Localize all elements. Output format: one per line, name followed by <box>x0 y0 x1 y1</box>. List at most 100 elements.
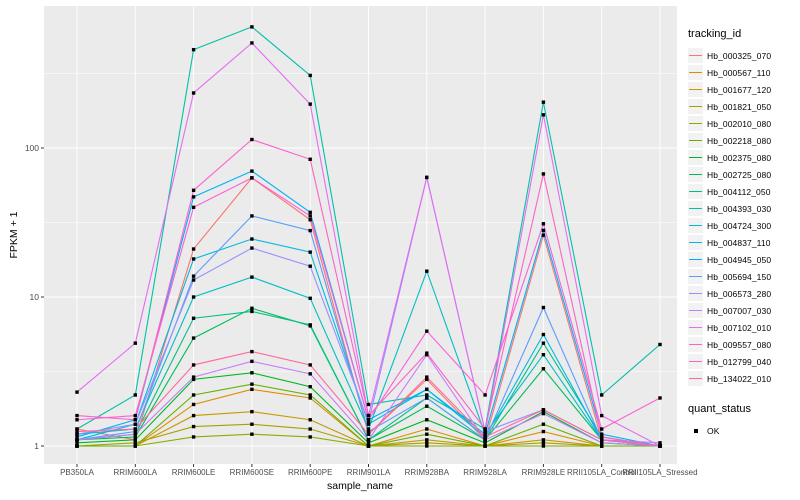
data-point <box>483 429 487 434</box>
legend-key-line-icon <box>689 88 702 91</box>
legend-entry: Hb_004393_030 <box>688 200 800 217</box>
data-point <box>658 396 662 400</box>
data-point <box>133 393 137 397</box>
legend-key <box>688 201 703 216</box>
legend-key-line-icon <box>689 377 702 380</box>
data-point <box>191 205 196 209</box>
data-point <box>308 102 312 106</box>
data-point <box>366 413 371 418</box>
data-point <box>541 233 546 237</box>
legend-entry-label: Hb_007007_030 <box>707 305 772 316</box>
legend-entry: Hb_002010_080 <box>688 115 800 132</box>
data-point <box>600 413 604 418</box>
data-point <box>600 432 604 436</box>
data-point <box>75 435 79 439</box>
data-point <box>600 393 604 397</box>
data-point <box>308 363 312 367</box>
data-point <box>191 336 196 340</box>
data-point <box>600 441 604 445</box>
data-point <box>191 363 196 367</box>
x-tick-label: RRIM928LE <box>522 468 566 477</box>
data-point <box>75 390 79 394</box>
data-point <box>191 295 196 299</box>
legend-key-line-icon <box>689 224 702 227</box>
legend-entry: Hb_000567_110 <box>688 64 800 81</box>
data-point <box>541 429 546 434</box>
data-point <box>658 342 662 347</box>
legend-key <box>688 150 703 165</box>
data-point <box>250 309 254 314</box>
legend-entry-label: Hb_012799_040 <box>707 356 772 367</box>
data-point <box>541 441 546 445</box>
x-tick-label: RRIM600LE <box>172 468 216 477</box>
data-point <box>308 214 312 218</box>
legend-entry-label: Hb_134022_010 <box>707 373 772 384</box>
x-tick-label: RRIM928BA <box>405 468 450 477</box>
data-point <box>250 275 254 279</box>
legend-key <box>688 48 703 63</box>
data-point <box>308 264 312 268</box>
data-point <box>366 420 371 424</box>
legend-entry: Hb_002218_080 <box>688 132 800 149</box>
data-point <box>425 444 429 448</box>
data-point <box>483 441 487 445</box>
x-tick-label: RRIM901LA <box>347 468 391 477</box>
data-point <box>308 296 312 301</box>
data-point <box>541 438 546 442</box>
data-point <box>541 422 546 426</box>
legend-title-tracking-id: tracking_id <box>688 28 742 40</box>
data-point <box>250 237 254 241</box>
legend-key <box>688 354 703 369</box>
data-point <box>250 359 254 364</box>
data-point <box>191 435 196 439</box>
data-point <box>366 444 371 448</box>
legend-key <box>688 423 703 438</box>
legend-key <box>688 82 703 97</box>
legend-entry-label: Hb_004112_050 <box>707 186 771 197</box>
x-tick-label: RRIM600PE <box>288 468 332 477</box>
legend-key-square-icon <box>693 428 698 433</box>
data-point <box>250 214 254 218</box>
legend-entry: Hb_002375_080 <box>688 149 800 166</box>
data-point <box>541 341 546 345</box>
legend-entry-quant-status: OK <box>688 422 800 439</box>
data-point <box>483 393 487 397</box>
legend-key <box>688 133 703 148</box>
data-point <box>191 393 196 397</box>
legend-key <box>688 116 703 131</box>
data-point <box>133 418 137 422</box>
legend-key <box>688 252 703 267</box>
data-point <box>541 444 546 448</box>
data-point <box>308 210 312 215</box>
data-point <box>308 427 312 431</box>
data-point <box>308 250 312 254</box>
data-point <box>75 441 79 445</box>
data-point <box>308 228 312 233</box>
x-tick-label: RRII105LA_Control <box>567 468 637 477</box>
data-point <box>308 393 312 397</box>
x-tick-label: RRIM600LA <box>114 468 158 477</box>
legend-key-line-icon <box>689 275 702 278</box>
data-point <box>250 422 254 426</box>
data-point <box>425 351 429 355</box>
data-point <box>541 305 546 310</box>
data-point <box>191 278 196 282</box>
data-point <box>600 444 604 448</box>
legend-key <box>688 320 703 335</box>
data-point <box>75 413 79 418</box>
data-point <box>133 341 137 345</box>
data-point <box>483 427 487 431</box>
legend-entry: Hb_134022_010 <box>688 370 800 387</box>
y-tick-label: 100 <box>25 143 39 153</box>
legend-key-line-icon <box>689 241 702 244</box>
legend-entry: Hb_007007_030 <box>688 302 800 319</box>
data-point <box>191 195 196 199</box>
data-point <box>75 427 79 431</box>
legend-key-line-icon <box>689 309 702 312</box>
data-point <box>133 413 137 418</box>
data-point <box>600 438 604 442</box>
data-point <box>250 349 254 354</box>
legend-entry-label: Hb_002375_080 <box>707 152 772 163</box>
